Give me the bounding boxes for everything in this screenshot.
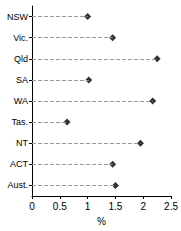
svg-text:ACT: ACT xyxy=(10,159,29,169)
svg-text:%: % xyxy=(97,216,106,227)
svg-text:2: 2 xyxy=(140,201,146,212)
svg-text:Vic.: Vic. xyxy=(13,33,28,43)
svg-text:Qld: Qld xyxy=(14,54,28,64)
svg-text:2.5: 2.5 xyxy=(164,201,178,212)
svg-text:WA: WA xyxy=(14,96,28,106)
svg-text:Aust.: Aust. xyxy=(7,180,28,190)
svg-text:SA: SA xyxy=(16,75,28,85)
svg-text:NT: NT xyxy=(16,138,28,148)
svg-text:0: 0 xyxy=(29,201,35,212)
svg-text:1: 1 xyxy=(85,201,91,212)
svg-text:NSW: NSW xyxy=(7,12,29,22)
svg-text:Tas.: Tas. xyxy=(11,117,28,127)
svg-text:1.5: 1.5 xyxy=(108,201,122,212)
svg-text:0.5: 0.5 xyxy=(53,201,67,212)
